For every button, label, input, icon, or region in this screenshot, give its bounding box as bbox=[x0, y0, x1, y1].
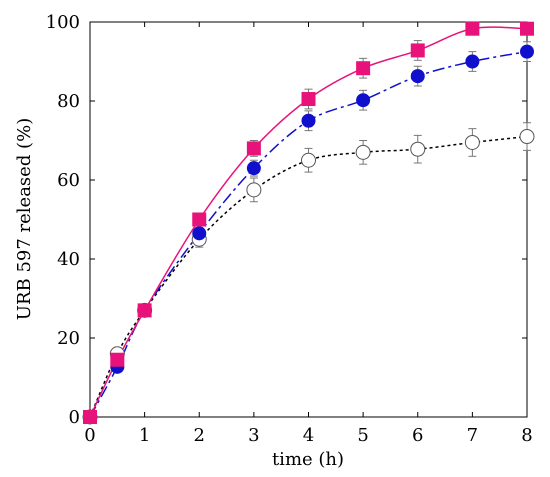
series-2-point-4 bbox=[246, 141, 261, 156]
x-axis-label: time (h) bbox=[272, 449, 344, 470]
series-1-point-3 bbox=[192, 226, 207, 241]
y-tick-label-1: 20 bbox=[57, 328, 80, 349]
x-tick-label-2: 2 bbox=[194, 425, 205, 446]
series-2-point-5 bbox=[301, 92, 316, 107]
series-2-point-6 bbox=[356, 61, 371, 76]
x-tick-label-0: 0 bbox=[84, 425, 95, 446]
series-2-point-9 bbox=[520, 21, 534, 36]
plot-border bbox=[89, 21, 528, 418]
series-2-line bbox=[89, 26, 528, 418]
x-tick-label-8: 8 bbox=[521, 425, 532, 446]
series-0-point-6 bbox=[355, 144, 371, 160]
x-tick-label-7: 7 bbox=[467, 425, 478, 446]
series-0-point-9 bbox=[519, 129, 535, 145]
y-tick-label-2: 40 bbox=[57, 249, 80, 270]
series-1-point-4 bbox=[246, 161, 261, 176]
series-1-point-6 bbox=[356, 93, 371, 108]
series-2-point-3 bbox=[192, 212, 207, 227]
plot-frame bbox=[89, 21, 528, 418]
y-tick-label-0: 0 bbox=[69, 407, 80, 428]
series-2-point-8 bbox=[465, 21, 480, 36]
series-2-point-1 bbox=[110, 352, 125, 367]
series-lines bbox=[89, 26, 528, 418]
series-0-point-5 bbox=[301, 152, 316, 168]
series-1-point-8 bbox=[465, 54, 480, 69]
series-1-point-7 bbox=[410, 69, 425, 84]
series-0-line bbox=[89, 135, 528, 418]
series-0-point-8 bbox=[464, 134, 480, 150]
error-bars bbox=[113, 22, 531, 372]
y-tick-label-5: 100 bbox=[46, 12, 80, 33]
series-2-point-2 bbox=[137, 303, 152, 318]
x-tick-label-1: 1 bbox=[139, 425, 150, 446]
series-2-point-0 bbox=[83, 410, 97, 424]
series-1-point-5 bbox=[301, 113, 316, 128]
x-tick-label-4: 4 bbox=[303, 425, 314, 446]
series-1-line bbox=[89, 50, 528, 418]
axis-ticks bbox=[89, 21, 528, 418]
y-axis-label: URB 597 released (%) bbox=[14, 118, 35, 320]
x-tick-label-3: 3 bbox=[248, 425, 259, 446]
series-2-point-7 bbox=[410, 43, 425, 58]
x-tick-label-6: 6 bbox=[412, 425, 423, 446]
series-0-point-4 bbox=[246, 182, 262, 198]
y-tick-label-3: 60 bbox=[57, 170, 80, 191]
series-0-point-7 bbox=[410, 141, 426, 157]
x-tick-label-5: 5 bbox=[357, 425, 368, 446]
series-1-point-9 bbox=[520, 44, 534, 59]
data-markers bbox=[82, 21, 535, 425]
y-tick-label-4: 80 bbox=[57, 91, 80, 112]
